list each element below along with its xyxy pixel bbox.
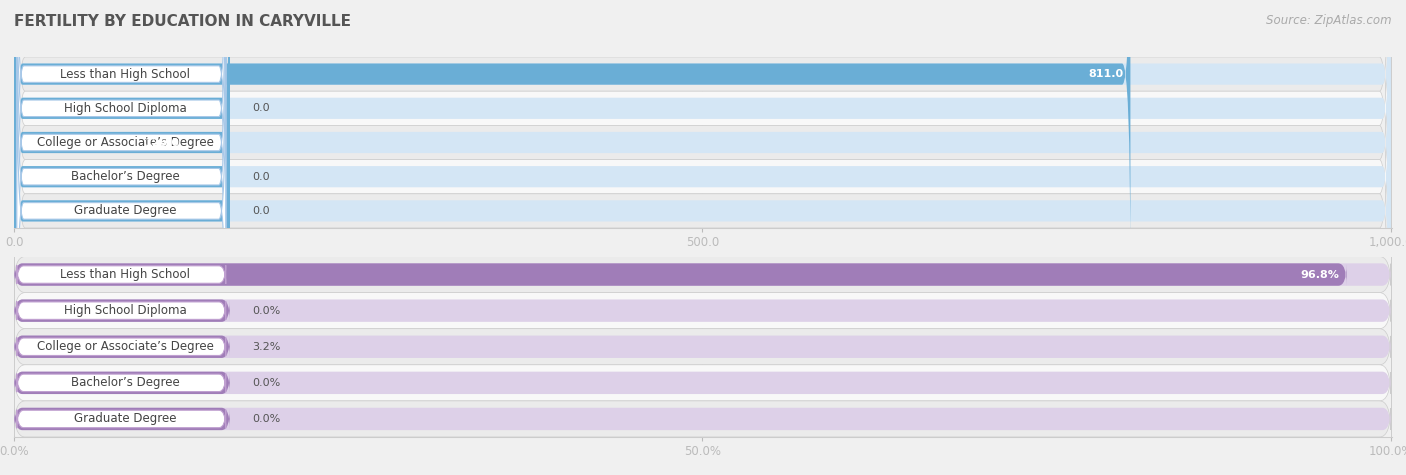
FancyBboxPatch shape: [14, 371, 1391, 394]
FancyBboxPatch shape: [14, 335, 229, 358]
FancyBboxPatch shape: [14, 0, 1391, 399]
Text: Less than High School: Less than High School: [60, 268, 190, 281]
FancyBboxPatch shape: [14, 335, 1391, 358]
Text: Bachelor’s Degree: Bachelor’s Degree: [72, 170, 180, 183]
FancyBboxPatch shape: [14, 256, 1391, 293]
FancyBboxPatch shape: [14, 16, 1391, 406]
FancyBboxPatch shape: [14, 299, 1391, 322]
FancyBboxPatch shape: [14, 0, 1391, 371]
Text: 125.0: 125.0: [145, 137, 179, 148]
FancyBboxPatch shape: [14, 408, 229, 430]
FancyBboxPatch shape: [14, 299, 229, 322]
FancyBboxPatch shape: [17, 373, 226, 392]
FancyBboxPatch shape: [17, 0, 226, 237]
Text: 0.0: 0.0: [252, 206, 270, 216]
Text: High School Diploma: High School Diploma: [65, 304, 187, 317]
FancyBboxPatch shape: [14, 329, 1391, 365]
FancyBboxPatch shape: [14, 408, 1391, 430]
Text: Graduate Degree: Graduate Degree: [75, 204, 177, 218]
Text: College or Associate’s Degree: College or Associate’s Degree: [37, 136, 214, 149]
FancyBboxPatch shape: [14, 371, 229, 394]
FancyBboxPatch shape: [14, 0, 229, 337]
FancyBboxPatch shape: [14, 0, 1391, 337]
Text: 0.0: 0.0: [252, 103, 270, 114]
FancyBboxPatch shape: [14, 263, 1391, 286]
Text: 3.2%: 3.2%: [252, 342, 281, 352]
FancyBboxPatch shape: [14, 0, 1391, 331]
Text: 811.0: 811.0: [1088, 69, 1123, 79]
FancyBboxPatch shape: [14, 0, 229, 371]
FancyBboxPatch shape: [14, 0, 1391, 365]
FancyBboxPatch shape: [14, 0, 1391, 269]
FancyBboxPatch shape: [14, 293, 1391, 329]
FancyBboxPatch shape: [17, 48, 226, 374]
FancyBboxPatch shape: [14, 0, 1130, 269]
FancyBboxPatch shape: [14, 365, 1391, 401]
Text: 0.0%: 0.0%: [252, 414, 280, 424]
Text: Source: ZipAtlas.com: Source: ZipAtlas.com: [1267, 14, 1392, 27]
Text: 96.8%: 96.8%: [1301, 269, 1340, 280]
Text: 0.0: 0.0: [252, 171, 270, 182]
FancyBboxPatch shape: [17, 0, 226, 271]
FancyBboxPatch shape: [14, 16, 229, 406]
FancyBboxPatch shape: [14, 401, 1391, 437]
FancyBboxPatch shape: [14, 0, 1391, 467]
FancyBboxPatch shape: [14, 263, 1347, 286]
Text: 0.0%: 0.0%: [252, 378, 280, 388]
Text: College or Associate’s Degree: College or Associate’s Degree: [37, 340, 214, 353]
FancyBboxPatch shape: [17, 0, 226, 305]
FancyBboxPatch shape: [17, 265, 226, 284]
FancyBboxPatch shape: [17, 301, 226, 320]
Text: Bachelor’s Degree: Bachelor’s Degree: [72, 376, 180, 390]
FancyBboxPatch shape: [14, 0, 229, 303]
FancyBboxPatch shape: [17, 409, 226, 428]
FancyBboxPatch shape: [14, 0, 1391, 303]
FancyBboxPatch shape: [17, 14, 226, 340]
Text: Less than High School: Less than High School: [60, 67, 190, 81]
Text: 0.0%: 0.0%: [252, 305, 280, 316]
Text: High School Diploma: High School Diploma: [65, 102, 187, 115]
Text: Graduate Degree: Graduate Degree: [75, 412, 177, 426]
FancyBboxPatch shape: [14, 0, 1391, 433]
FancyBboxPatch shape: [17, 337, 226, 356]
Text: FERTILITY BY EDUCATION IN CARYVILLE: FERTILITY BY EDUCATION IN CARYVILLE: [14, 14, 352, 29]
